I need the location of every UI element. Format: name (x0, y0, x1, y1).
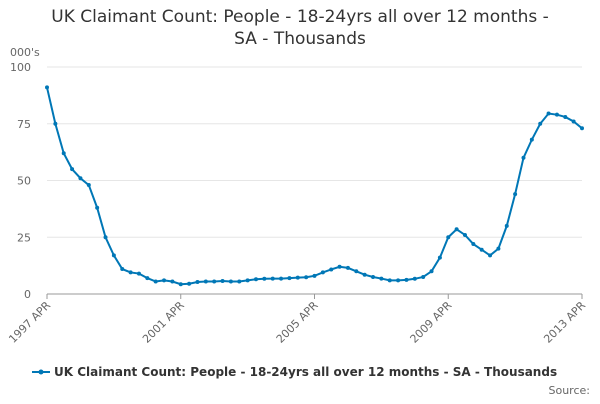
x-tick-label: 1997 APR (6, 299, 53, 346)
point (295, 275, 300, 280)
point (513, 192, 518, 197)
point (153, 279, 158, 284)
point (287, 276, 292, 281)
point (429, 269, 434, 274)
point (354, 269, 359, 274)
point (228, 279, 233, 284)
point (270, 276, 275, 281)
x-tick-label: 2013 APR (541, 299, 588, 346)
point (86, 183, 91, 188)
point (538, 121, 543, 126)
point (345, 265, 350, 270)
legend-label: UK Claimant Count: People - 18-24yrs all… (54, 365, 557, 379)
point (371, 274, 376, 279)
point (446, 235, 451, 240)
point (128, 270, 133, 275)
point (170, 279, 175, 284)
source: Source: (549, 384, 591, 397)
x-tick-label: 2009 APR (407, 299, 454, 346)
point (580, 126, 584, 131)
point (454, 227, 459, 232)
point (462, 232, 467, 237)
point (396, 278, 401, 283)
point (379, 276, 384, 281)
y-tick-label: 25 (17, 231, 31, 244)
point (111, 253, 116, 258)
point (488, 253, 493, 258)
point (61, 151, 66, 156)
point (120, 267, 125, 272)
point (145, 276, 150, 281)
point (546, 111, 551, 116)
point (262, 276, 267, 281)
point (212, 279, 217, 284)
point (195, 279, 200, 284)
point (437, 255, 442, 260)
chart-title: SA - Thousands (234, 29, 366, 49)
point (312, 273, 317, 278)
point (95, 205, 100, 210)
point (529, 137, 534, 142)
point (521, 155, 526, 160)
y-tick-label: 0 (24, 288, 31, 301)
line (46, 87, 583, 286)
point (253, 277, 258, 282)
legend-marker (38, 369, 44, 375)
y-tick-label: 75 (17, 118, 31, 131)
point (320, 270, 325, 275)
y-unit: 000's (10, 46, 40, 59)
point (45, 85, 49, 90)
point (471, 242, 476, 247)
point (337, 264, 342, 269)
point (203, 279, 208, 284)
x-tick-label: 2005 APR (274, 299, 321, 346)
point (504, 223, 509, 228)
point (136, 271, 141, 276)
point (404, 277, 409, 282)
y-tick-label: 50 (17, 175, 31, 188)
point (178, 282, 183, 287)
point (563, 114, 568, 119)
point (237, 279, 242, 284)
point (220, 279, 225, 284)
point (304, 275, 309, 280)
point (571, 119, 576, 124)
x-tick-label: 2001 APR (140, 299, 187, 346)
point (554, 112, 559, 117)
chart-title: UK Claimant Count: People - 18-24yrs all… (51, 7, 548, 27)
point (162, 278, 167, 283)
point (496, 246, 501, 251)
point (103, 235, 108, 240)
point (479, 247, 484, 252)
point (187, 281, 192, 286)
point (78, 176, 83, 181)
point (329, 267, 334, 272)
point (387, 278, 392, 283)
point (70, 167, 75, 172)
point (53, 121, 58, 126)
point (245, 278, 250, 283)
point (362, 272, 367, 277)
point (412, 276, 417, 281)
point (421, 274, 426, 279)
point (279, 276, 284, 281)
y-tick-label: 100 (10, 61, 31, 74)
